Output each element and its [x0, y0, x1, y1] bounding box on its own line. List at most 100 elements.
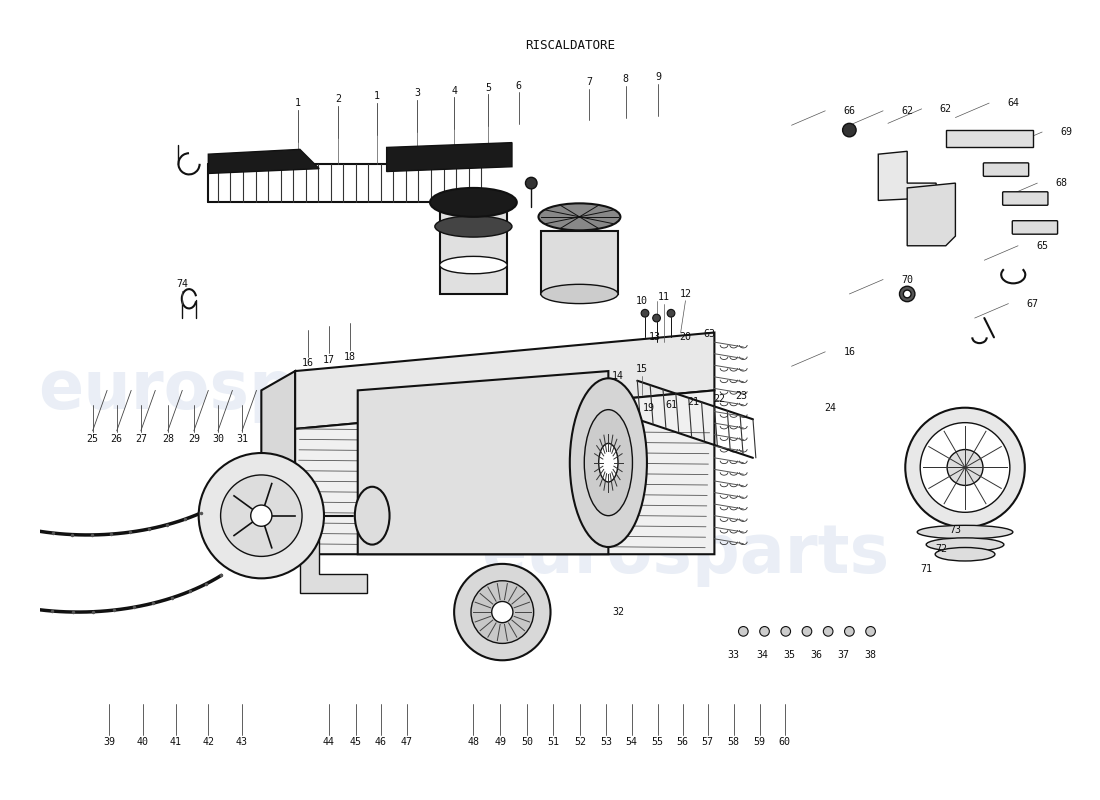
Ellipse shape: [430, 188, 517, 217]
Text: 22: 22: [713, 394, 725, 404]
Text: 45: 45: [350, 738, 362, 747]
Text: 69: 69: [1060, 127, 1072, 137]
Text: 56: 56: [676, 738, 689, 747]
Text: 59: 59: [754, 738, 766, 747]
Text: 70: 70: [901, 274, 913, 285]
Ellipse shape: [454, 564, 550, 660]
Ellipse shape: [598, 443, 618, 482]
Text: 8: 8: [623, 74, 629, 84]
Text: 7: 7: [586, 77, 592, 87]
Ellipse shape: [471, 581, 534, 643]
Ellipse shape: [947, 450, 983, 486]
Text: 21: 21: [688, 397, 700, 407]
Ellipse shape: [584, 410, 632, 516]
Text: 65: 65: [1036, 241, 1048, 250]
Ellipse shape: [199, 453, 324, 578]
Circle shape: [900, 286, 915, 302]
Text: 43: 43: [236, 738, 249, 747]
Text: 23: 23: [736, 391, 747, 401]
Text: 71: 71: [921, 564, 933, 574]
Text: 73: 73: [949, 525, 961, 535]
Ellipse shape: [738, 626, 748, 636]
Ellipse shape: [539, 203, 620, 230]
Text: 40: 40: [136, 738, 149, 747]
Text: 12: 12: [680, 289, 692, 299]
Polygon shape: [208, 150, 319, 174]
Circle shape: [641, 310, 649, 317]
Polygon shape: [358, 371, 608, 554]
Text: 13: 13: [649, 332, 661, 342]
Text: 50: 50: [521, 738, 534, 747]
Text: 26: 26: [111, 434, 123, 443]
Text: 31: 31: [236, 434, 249, 443]
Text: 34: 34: [757, 650, 769, 661]
Text: 20: 20: [680, 332, 692, 342]
Ellipse shape: [921, 422, 1010, 512]
Text: 17: 17: [322, 354, 334, 365]
FancyBboxPatch shape: [440, 207, 507, 294]
Polygon shape: [386, 142, 512, 171]
Ellipse shape: [781, 626, 791, 636]
Text: 53: 53: [601, 738, 613, 747]
Text: 62: 62: [939, 104, 952, 114]
Text: 72: 72: [935, 545, 947, 554]
Text: 54: 54: [626, 738, 638, 747]
Text: 48: 48: [468, 738, 480, 747]
Text: 63: 63: [704, 330, 716, 339]
Text: 39: 39: [103, 738, 116, 747]
Text: 35: 35: [783, 650, 795, 661]
Text: 57: 57: [702, 738, 714, 747]
Text: 16: 16: [844, 347, 856, 357]
Text: 62: 62: [901, 106, 913, 116]
Ellipse shape: [866, 626, 876, 636]
Text: 42: 42: [202, 738, 215, 747]
Text: 1: 1: [374, 91, 379, 102]
Ellipse shape: [434, 216, 512, 237]
Ellipse shape: [355, 486, 389, 545]
Text: 4: 4: [451, 86, 458, 95]
Text: 25: 25: [87, 434, 99, 443]
Text: eurosparts: eurosparts: [39, 358, 447, 423]
Ellipse shape: [440, 256, 507, 274]
FancyBboxPatch shape: [983, 163, 1028, 176]
Ellipse shape: [917, 526, 1013, 539]
Polygon shape: [878, 151, 936, 201]
Text: 6: 6: [516, 81, 521, 90]
Text: 32: 32: [612, 607, 624, 617]
Ellipse shape: [541, 284, 618, 304]
Text: RISCALDATORE: RISCALDATORE: [525, 38, 615, 52]
Text: 30: 30: [212, 434, 224, 443]
Text: 44: 44: [322, 738, 334, 747]
Text: 15: 15: [636, 364, 648, 374]
Circle shape: [843, 123, 856, 137]
Text: 24: 24: [824, 402, 836, 413]
Polygon shape: [295, 390, 714, 554]
Text: 66: 66: [844, 106, 856, 116]
Text: 18: 18: [344, 352, 356, 362]
Circle shape: [526, 178, 537, 189]
Text: 37: 37: [837, 650, 849, 661]
Text: 36: 36: [811, 650, 823, 661]
Ellipse shape: [492, 602, 513, 622]
Circle shape: [903, 290, 911, 298]
Text: 41: 41: [169, 738, 182, 747]
Text: 61: 61: [666, 400, 676, 410]
FancyBboxPatch shape: [1002, 192, 1048, 206]
Text: 51: 51: [548, 738, 560, 747]
Circle shape: [652, 314, 660, 322]
Ellipse shape: [270, 490, 292, 503]
Text: 14: 14: [612, 371, 624, 381]
Polygon shape: [262, 371, 295, 554]
Text: 16: 16: [301, 358, 314, 368]
Text: 11: 11: [658, 292, 670, 302]
Text: 5: 5: [485, 82, 491, 93]
Text: 19: 19: [642, 402, 654, 413]
FancyBboxPatch shape: [1012, 221, 1057, 234]
Text: 46: 46: [375, 738, 387, 747]
Text: 10: 10: [636, 296, 648, 306]
Ellipse shape: [823, 626, 833, 636]
Text: eurosparts: eurosparts: [482, 522, 890, 587]
Ellipse shape: [251, 505, 272, 526]
Ellipse shape: [935, 547, 994, 561]
Text: 47: 47: [400, 738, 412, 747]
